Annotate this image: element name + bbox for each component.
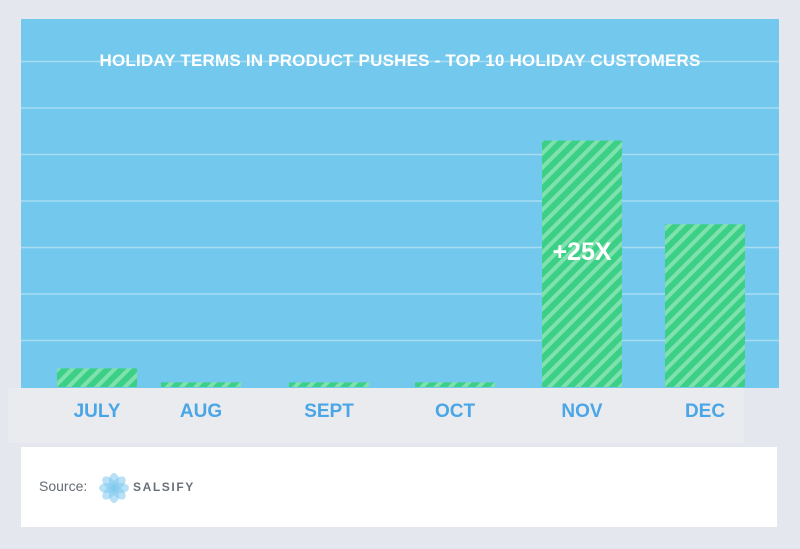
annotation-label: +25X — [552, 238, 611, 266]
x-tick-label-nov: NOV — [561, 401, 603, 422]
bar-july — [57, 368, 137, 387]
bar-oct — [415, 382, 495, 387]
bar-nov — [542, 140, 622, 387]
source-label: Source: — [39, 478, 88, 494]
salsify-logo-text: SALSIFY — [133, 480, 195, 494]
chart-background — [21, 19, 779, 388]
source-panel: Source: SALSIFY — [21, 447, 777, 527]
bar-sept — [289, 382, 369, 387]
x-axis-band — [8, 388, 744, 443]
x-tick-label-dec: DEC — [684, 401, 726, 422]
x-tick-label-aug: AUG — [179, 401, 223, 422]
x-tick-label-oct: OCT — [434, 401, 476, 422]
x-tick-label-july: JULY — [73, 401, 121, 422]
x-tick-label-sept: SEPT — [304, 401, 354, 422]
salsify-flower-icon — [99, 473, 129, 503]
bar-aug — [161, 382, 241, 387]
chart-title: HOLIDAY TERMS IN PRODUCT PUSHES - TOP 10… — [99, 51, 701, 70]
bar-dec — [665, 224, 745, 387]
